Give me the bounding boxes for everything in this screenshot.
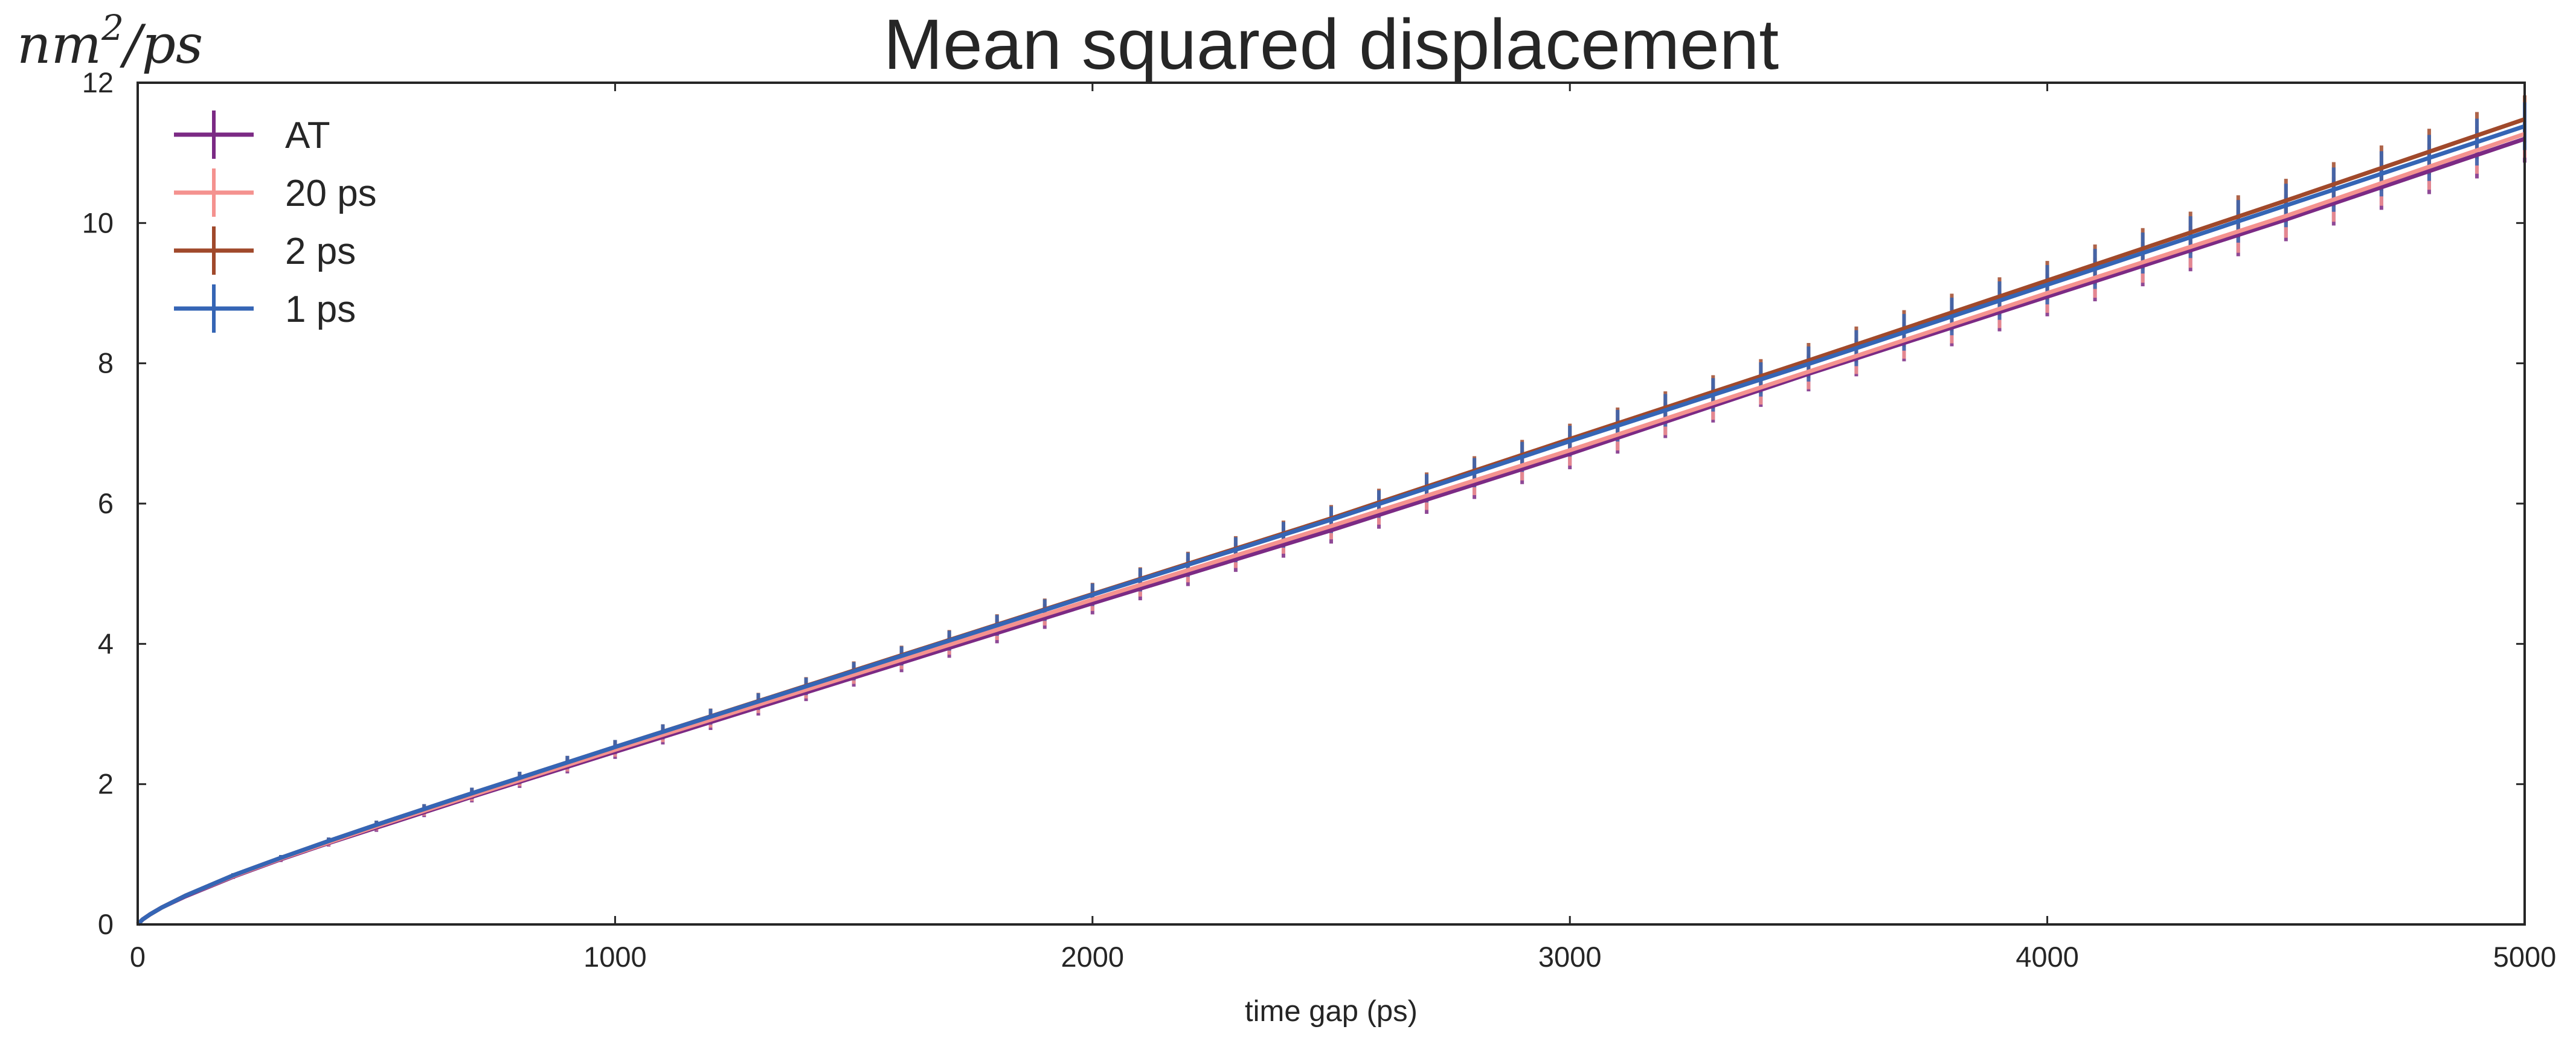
y-unit-label: nm2/ps [17,7,203,75]
y-tick-label: 4 [98,627,114,659]
x-tick-label: 5000 [2493,941,2557,973]
y-tick-label: 8 [98,347,114,379]
x-tick-label: 0 [130,941,146,973]
y-unit-base: nm [17,13,101,75]
series-lines-layer [136,117,2526,926]
legend-label: 1 ps [285,289,356,330]
y-unit-superscript: 2 [101,7,124,48]
chart-title: Mean squared displacement [884,5,1779,85]
x-axis-label: time gap (ps) [1245,995,1418,1028]
x-tick-label: 4000 [2016,941,2079,973]
x-axis: 0 1000 2000 3000 4000 5000 [130,83,2556,973]
legend-label: 20 ps [285,173,377,214]
y-tick-label: 12 [82,66,114,98]
legend-label: AT [285,115,330,156]
y-unit-suffix: /ps [120,13,203,75]
legend-item: 2 ps [174,226,356,275]
series-line [136,124,2526,926]
legend-item: 20 ps [174,168,377,217]
y-tick-label: 2 [98,768,114,800]
y-tick-label: 6 [98,487,114,519]
legend-item: AT [174,110,330,159]
y-axis: 0 2 4 6 8 10 12 [82,66,2525,940]
x-tick-label: 3000 [1538,941,1602,973]
legend-label: 2 ps [285,231,356,272]
legend-item: 1 ps [174,284,356,333]
x-tick-label: 2000 [1061,941,1125,973]
y-tick-label: 10 [82,207,114,239]
y-tick-label: 0 [98,908,114,940]
x-tick-label: 1000 [583,941,647,973]
legend: AT 20 ps 2 ps 1 ps [174,110,377,333]
